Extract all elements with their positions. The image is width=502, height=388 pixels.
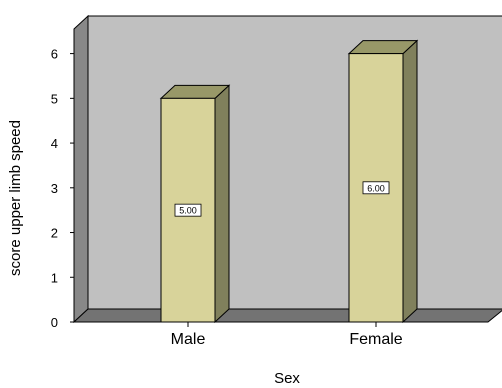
y-axis: 0 1 2 3 4 5 6 [51, 47, 74, 330]
data-label: 6.00 [367, 183, 385, 193]
chart-floor [72, 308, 502, 323]
y-tick-label: 2 [51, 226, 58, 241]
y-tick-label: 4 [51, 136, 58, 151]
y-tick-label: 3 [51, 181, 58, 196]
bar: 6.00 [347, 39, 419, 324]
bars: 5.00 6.00 [159, 39, 419, 324]
bar-side-face [214, 84, 230, 324]
y-tick-label: 0 [51, 315, 58, 330]
x-axis-title: Sex [274, 370, 300, 387]
y-tick-label: 1 [51, 270, 58, 285]
y-tick-label: 5 [51, 91, 58, 106]
y-axis-title: score upper limb speed [7, 120, 24, 276]
chart-left-wall [73, 14, 89, 324]
bar: 5.00 [159, 84, 231, 324]
y-tick-label: 6 [51, 47, 58, 62]
chart-back-wall [87, 15, 502, 310]
x-tick-label: Female [349, 331, 402, 348]
data-label: 5.00 [179, 206, 197, 216]
data-label-box [174, 203, 202, 217]
bar-side-face [402, 39, 418, 324]
x-axis: Male Female [171, 322, 403, 348]
data-label-box [362, 181, 390, 195]
x-tick-label: Male [171, 331, 206, 348]
